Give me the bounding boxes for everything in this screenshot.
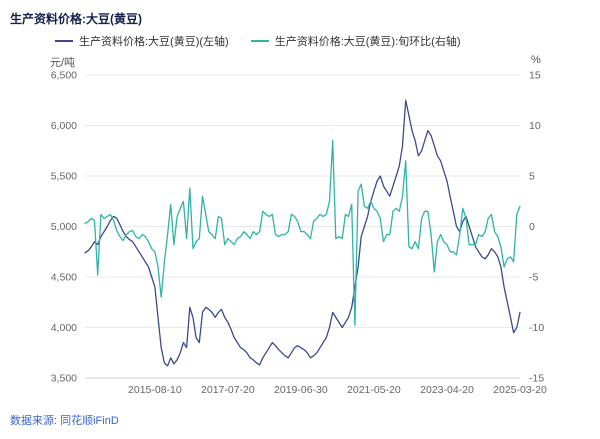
ratio-line [84,140,521,327]
legend-label-price: 生产资料价格:大豆(黄豆)(左轴) [79,36,229,48]
left-axis-unit: 元/吨 [50,57,76,69]
right-axis-tick-label: 0 [529,221,535,233]
x-axis-tick-label: 2025-03-20 [493,384,547,396]
legend-label-ratio: 生产资料价格:大豆(黄豆):旬环比(右轴) [274,36,461,48]
legend-line-marker-ratio [250,40,269,42]
left-axis-tick-label: 6,500 [51,70,77,82]
left-axis-tick-label: 6,000 [51,120,77,132]
right-axis-tick-label: 15 [529,70,541,82]
right-axis-tick-label: 10 [529,120,541,132]
x-axis-tick-label: 2019-06-30 [274,384,328,396]
data-source: 数据来源: 同花顺iFinD [10,415,119,427]
legend-line-marker-price [55,40,73,42]
legend-item-price[interactable]: 生产资料价格:大豆(黄豆)(左轴) [55,33,229,49]
x-axis-tick-label: 2021-05-20 [347,384,401,396]
right-axis-tick-label: -5 [529,272,538,284]
right-axis-tick-label: -15 [529,373,544,385]
legend: 生产资料价格:大豆(黄豆)(左轴) 生产资料价格:大豆(黄豆):旬环比(右轴) [55,33,460,49]
left-axis-tick-label: 3,500 [51,373,77,385]
x-axis-tick-label: 2015-08-10 [128,384,182,396]
right-axis-tick-label: 5 [529,171,535,183]
right-axis-tick-label: -10 [529,322,544,334]
chart-title: 生产资料价格:大豆(黄豆) [10,12,142,26]
left-axis-tick-label: 4,000 [51,322,77,334]
left-axis-tick-label: 4,500 [51,272,77,284]
legend-item-ratio[interactable]: 生产资料价格:大豆(黄豆):旬环比(右轴) [250,33,461,49]
x-axis-tick-label: 2023-04-20 [420,384,474,396]
right-axis-unit: % [531,54,541,66]
x-axis-tick-label: 2017-07-20 [201,384,255,396]
left-axis-tick-label: 5,500 [51,171,77,183]
price-line [84,99,521,367]
left-axis-tick-label: 5,000 [51,221,77,233]
